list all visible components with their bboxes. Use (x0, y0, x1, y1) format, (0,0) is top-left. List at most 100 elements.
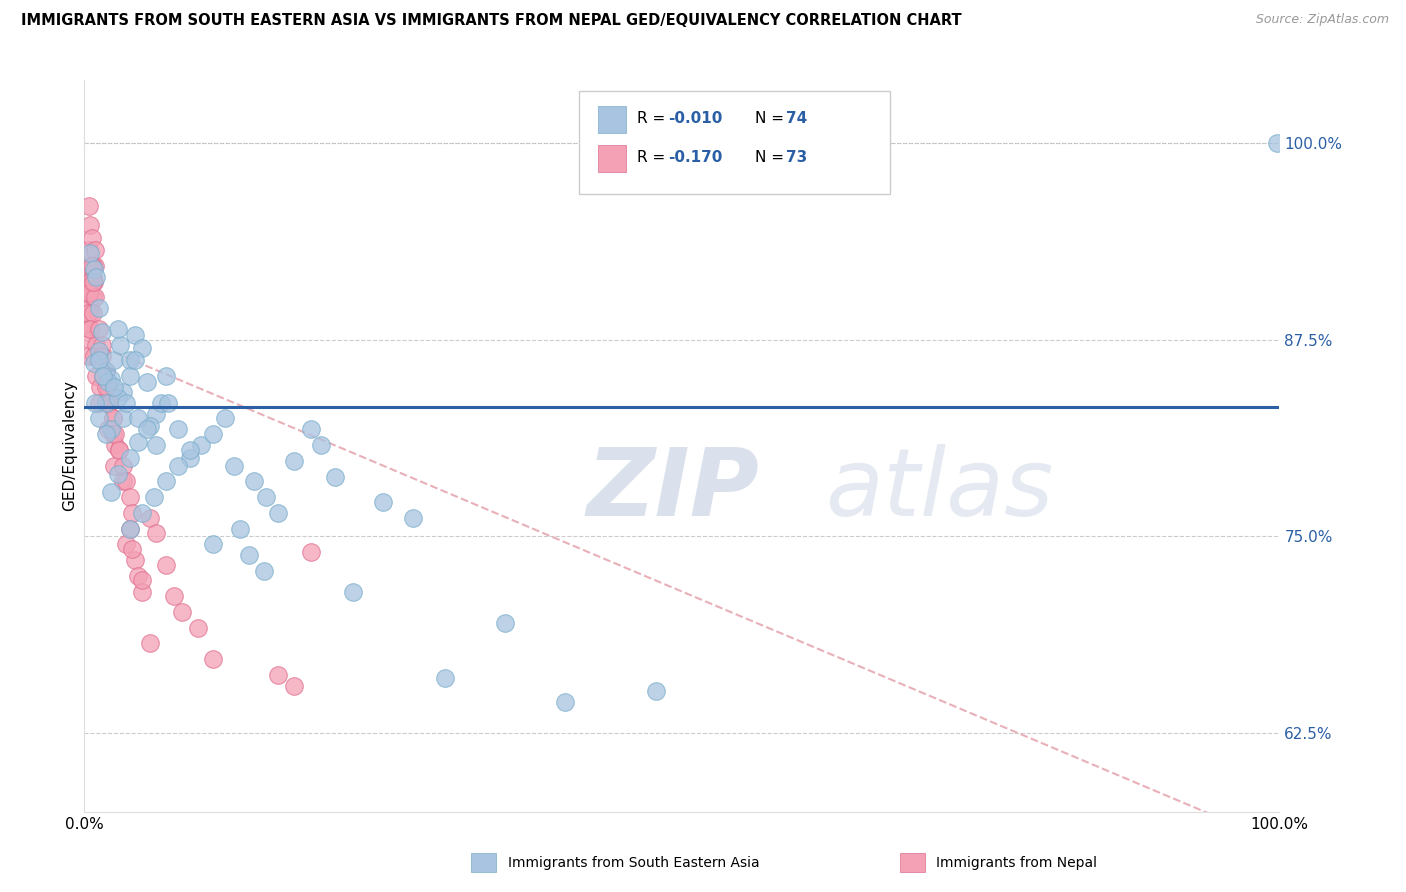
Point (83, 356, 105, 370)
Point (103, 353, 125, 368)
Point (84, 290, 107, 304)
Point (115, 475, 138, 489)
Point (82, 306, 104, 320)
Point (131, 574, 153, 588)
Point (104, 438, 127, 452)
Point (107, 467, 129, 481)
Point (87, 411, 110, 425)
Point (100, 485, 122, 500)
Point (131, 584, 153, 599)
Point (124, 328, 146, 343)
Point (145, 526, 167, 541)
Point (111, 411, 134, 425)
Point (139, 510, 162, 524)
Point (228, 522, 252, 536)
Point (103, 380, 125, 394)
Point (83, 349, 105, 363)
Point (103, 458, 125, 473)
Point (94, 396, 117, 410)
Point (124, 553, 146, 567)
Point (371, 495, 394, 509)
Point (79, 275, 101, 289)
Point (115, 396, 138, 410)
Point (77, 199, 100, 213)
Point (190, 438, 212, 452)
Point (82, 275, 104, 289)
Point (84, 243, 107, 257)
Point (77, 285, 100, 300)
Point (118, 450, 141, 465)
Point (127, 435, 149, 450)
Point (79, 301, 101, 316)
Point (93, 369, 115, 384)
Point (80, 259, 103, 273)
Text: ZIP: ZIP (586, 444, 759, 536)
Point (77, 243, 100, 257)
Point (91, 337, 114, 351)
Point (97, 376, 120, 390)
Point (100, 372, 122, 386)
Point (84, 337, 107, 351)
Point (101, 411, 124, 425)
Point (82, 259, 104, 273)
Point (94, 380, 117, 394)
Text: Immigrants from South Eastern Asia: Immigrants from South Eastern Asia (508, 855, 759, 870)
Point (83, 275, 105, 289)
Text: N =: N = (755, 112, 789, 126)
Point (93, 369, 115, 384)
Point (494, 615, 516, 630)
Point (118, 353, 141, 368)
Point (111, 384, 134, 399)
Point (87, 301, 110, 316)
Point (100, 422, 122, 436)
Point (166, 422, 188, 436)
Point (253, 564, 276, 578)
Point (135, 422, 157, 436)
Point (267, 506, 290, 520)
Point (87, 322, 110, 336)
Point (131, 506, 153, 520)
Point (118, 490, 141, 504)
Point (254, 490, 277, 504)
Point (79, 246, 101, 260)
Point (80, 230, 103, 244)
Point (79, 322, 101, 336)
Point (1265, 136, 1288, 151)
Point (101, 411, 124, 425)
Point (110, 337, 132, 351)
Point (145, 407, 167, 421)
Point (434, 671, 457, 685)
Point (139, 636, 162, 650)
Point (84, 269, 107, 284)
Point (166, 458, 188, 473)
Point (301, 545, 323, 559)
Point (87, 396, 110, 410)
Point (644, 683, 666, 698)
Point (77, 317, 100, 331)
Point (111, 475, 134, 489)
Point (79, 333, 101, 347)
Text: Source: ZipAtlas.com: Source: ZipAtlas.com (1256, 13, 1389, 27)
Point (142, 490, 165, 504)
Text: 73: 73 (786, 151, 807, 165)
Point (283, 454, 305, 468)
Point (139, 419, 162, 434)
Text: -0.010: -0.010 (668, 112, 723, 126)
Point (202, 427, 225, 442)
Point (101, 427, 124, 442)
Point (111, 458, 134, 473)
Text: R =: R = (637, 151, 671, 165)
Point (94, 364, 117, 378)
Point (108, 442, 131, 457)
Point (222, 458, 245, 473)
Point (83, 262, 105, 277)
Point (342, 584, 364, 599)
Text: 74: 74 (786, 112, 807, 126)
Point (309, 438, 332, 452)
Point (77, 306, 100, 320)
Point (118, 522, 141, 536)
Point (79, 218, 101, 232)
Point (108, 442, 131, 457)
Point (172, 605, 194, 619)
Point (243, 475, 266, 489)
